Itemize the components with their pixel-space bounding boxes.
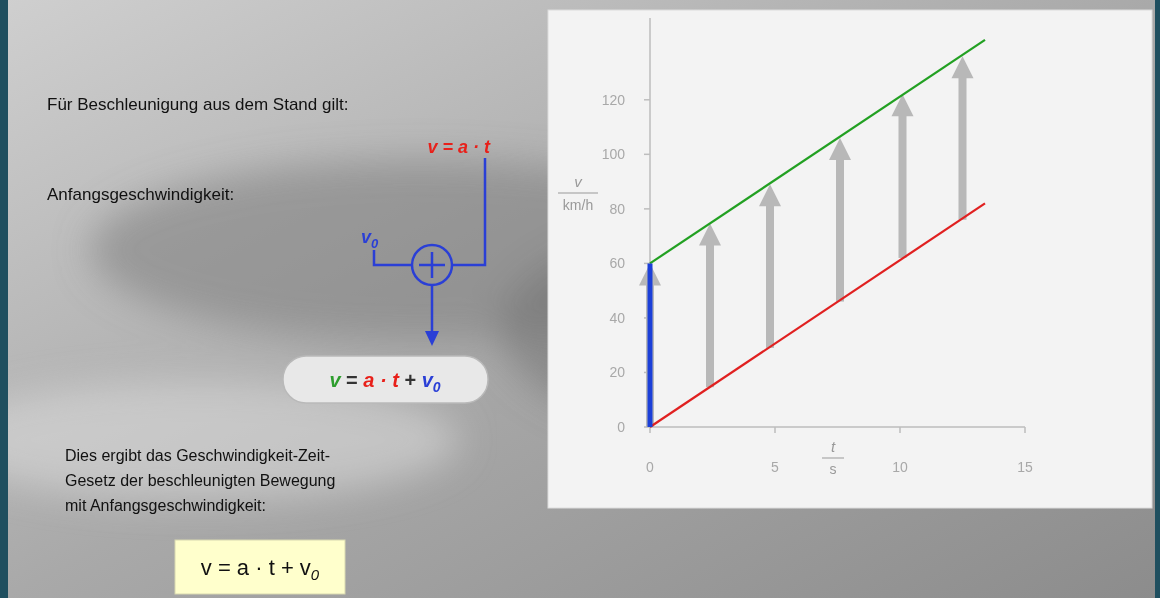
conclusion-text: Dies ergibt das Geschwindigkeit-Zeit- (65, 447, 330, 464)
sum-node (412, 245, 452, 285)
shift-arrow-shaft (836, 159, 844, 302)
y-tick-label: 40 (609, 310, 625, 326)
arrow-head (425, 331, 439, 346)
y-axis-unit: km/h (563, 197, 593, 213)
y-tick-label: 100 (602, 146, 626, 162)
slide: Für Beschleunigung aus dem Stand gilt: An… (0, 0, 1160, 598)
shift-arrow-head (699, 224, 721, 246)
y-tick-label: 20 (609, 364, 625, 380)
fraction-bar (558, 193, 598, 194)
sum-diagram (374, 158, 485, 346)
initial-velocity-bar (648, 263, 653, 427)
formula-stand: v = a · t (427, 137, 491, 157)
text-span: 0 (433, 379, 441, 395)
left-border (0, 0, 8, 598)
x-tick-label: 0 (646, 459, 654, 475)
series-line (650, 203, 985, 427)
initial-speed-text: Anfangsgeschwindigkeit: (47, 185, 234, 204)
x-tick (649, 427, 651, 433)
law-box (175, 540, 345, 594)
shift-arrow-shaft (959, 77, 967, 220)
text-span: a · t (363, 369, 400, 391)
connector (374, 250, 412, 265)
conclusion-text: mit Anfangsgeschwindigkeit: (65, 497, 266, 514)
x-tick (774, 427, 776, 433)
plot-area (639, 40, 985, 427)
fraction-bar (822, 458, 844, 459)
connector (452, 158, 485, 265)
x-tick (899, 427, 901, 433)
x-tick-label: 5 (771, 459, 779, 475)
x-tick-label: 10 (892, 459, 908, 475)
background (0, 0, 1160, 598)
shift-arrow-shaft (766, 205, 774, 348)
right-border (1155, 0, 1160, 598)
v0-label: v0 (361, 227, 379, 251)
law-formula: v = a · t + v0 (201, 555, 320, 583)
series-line (650, 40, 985, 264)
text-span: v = a · t + v (201, 555, 311, 580)
x-axis-title: t (831, 438, 836, 455)
shift-arrow-head (892, 94, 914, 116)
result-box (283, 356, 488, 403)
y-axis-title: v (574, 173, 583, 190)
text-span: + (399, 369, 422, 391)
y-tick-label: 60 (609, 255, 625, 271)
shift-arrow-shaft (706, 245, 714, 388)
y-tick-label: 80 (609, 201, 625, 217)
text-span: 0 (371, 236, 379, 251)
text-span: 0 (311, 566, 320, 583)
arrow-shaft (431, 285, 434, 333)
y-axis (649, 18, 651, 427)
y-tick-label: 120 (602, 92, 626, 108)
y-tick (644, 208, 650, 210)
result-formula: v = a · t + v0 (329, 369, 440, 395)
intro-text: Für Beschleunigung aus dem Stand gilt: (47, 95, 348, 114)
y-tick (644, 154, 650, 156)
chart-panel (548, 10, 1152, 508)
x-axis-unit: s (830, 461, 837, 477)
y-tick (644, 99, 650, 101)
x-tick-label: 15 (1017, 459, 1033, 475)
x-axis (650, 426, 1025, 428)
text-span: = (341, 369, 364, 391)
conclusion-text: Gesetz der beschleunigten Bewegung (65, 472, 335, 489)
x-tick (1024, 427, 1026, 433)
y-tick-label: 0 (617, 419, 625, 435)
axes: 0 20 40 60 80 100 120 0 5 10 15 v km/h ts (558, 18, 1033, 477)
shift-arrow-shaft (899, 115, 907, 258)
plus (419, 264, 445, 267)
